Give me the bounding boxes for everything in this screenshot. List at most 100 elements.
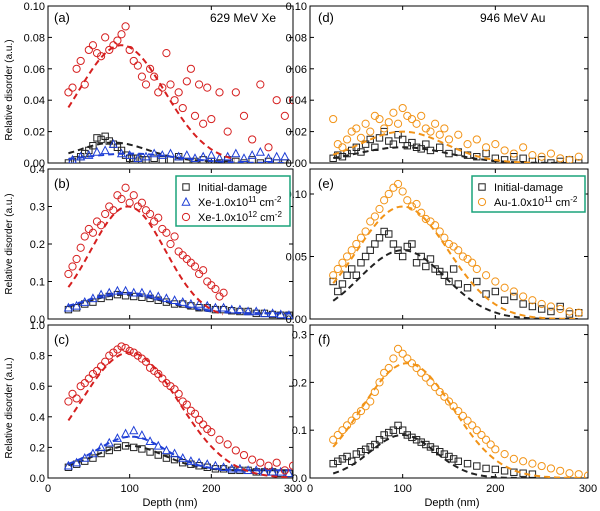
y-tick-label: 0.02 xyxy=(286,127,307,139)
data-point-au xyxy=(565,155,574,163)
data-point-initial xyxy=(412,436,421,444)
legend-entry-text: Initial-damage xyxy=(198,182,267,194)
data-point-initial xyxy=(422,140,430,148)
data-point-xe11 xyxy=(227,463,237,473)
data-point-xe12 xyxy=(288,461,293,470)
y-tick-label: 0.6 xyxy=(30,381,45,393)
plot-frame xyxy=(309,5,589,164)
data-point-initial xyxy=(510,153,518,161)
data-point-xe12 xyxy=(166,239,175,249)
data-point-initial xyxy=(89,454,97,462)
data-point-xe11 xyxy=(272,151,282,161)
data-point-au xyxy=(398,187,407,196)
fit-curve-au xyxy=(332,130,531,163)
data-point-xe11 xyxy=(186,456,196,465)
legend-marker xyxy=(478,183,486,191)
data-point-xe12 xyxy=(133,61,142,70)
y-tick-label: 0.06 xyxy=(286,64,307,76)
data-point-au xyxy=(356,406,366,416)
data-point-xe12 xyxy=(207,428,216,437)
data-point-initial xyxy=(491,154,500,162)
data-point-au xyxy=(458,252,467,261)
data-point-xe11 xyxy=(251,306,261,316)
data-point-xe11 xyxy=(161,293,172,303)
data-point-xe11 xyxy=(80,453,90,462)
data-point-initial xyxy=(215,159,224,163)
data-point-initial xyxy=(240,159,248,163)
data-point-au xyxy=(574,308,583,317)
data-point-au xyxy=(342,252,352,261)
data-point-xe12 xyxy=(121,22,130,31)
data-point-xe11 xyxy=(161,445,172,455)
data-point-xe11 xyxy=(284,310,293,319)
data-point-xe11 xyxy=(280,151,290,161)
data-point-initial xyxy=(195,304,203,312)
data-point-xe11 xyxy=(120,285,131,295)
data-point-xe12 xyxy=(154,369,163,379)
data-point-au xyxy=(403,196,412,205)
data-point-xe11 xyxy=(63,460,74,470)
data-point-xe12 xyxy=(288,96,293,105)
data-point-xe12 xyxy=(113,36,122,45)
data-point-au xyxy=(333,430,342,440)
data-point-xe11 xyxy=(76,151,86,161)
data-point-initial xyxy=(248,156,256,163)
data-point-xe12 xyxy=(182,77,191,86)
data-point-initial xyxy=(473,277,481,286)
data-point-xe11 xyxy=(157,150,167,159)
data-point-xe12 xyxy=(223,127,232,136)
data-point-initial xyxy=(338,455,347,463)
data-point-au xyxy=(338,426,347,435)
data-point-xe12 xyxy=(190,409,200,418)
data-point-au xyxy=(412,119,421,128)
data-point-xe11 xyxy=(186,298,196,308)
data-point-xe12 xyxy=(129,191,138,200)
fit-curve-au xyxy=(332,205,578,319)
data-point-au xyxy=(407,114,417,124)
data-point-au xyxy=(481,143,491,152)
data-point-xe12 xyxy=(88,228,98,237)
panel-f: 0.0 0.1 0.2 0.3 0 100 200 300 xyxy=(292,324,597,495)
data-point-xe12 xyxy=(256,458,265,467)
data-point-au xyxy=(417,368,426,377)
data-point-au xyxy=(472,264,481,274)
data-point-xe11 xyxy=(182,150,192,159)
data-point-xe12 xyxy=(150,366,159,375)
data-point-xe11 xyxy=(68,154,77,163)
y-tick-label: 0.00 xyxy=(286,314,307,326)
x-tick-label: 0 xyxy=(45,483,51,495)
data-point-xe11 xyxy=(267,466,278,476)
data-point-initial xyxy=(491,465,500,474)
data-point-xe11 xyxy=(202,459,212,468)
data-point-au xyxy=(352,411,361,420)
data-point-xe12 xyxy=(121,183,130,192)
data-point-xe12 xyxy=(256,80,265,89)
data-point-initial xyxy=(408,433,416,442)
panel-e: 0.00 0.05 0.10 xyxy=(286,168,589,326)
data-point-au xyxy=(477,430,486,440)
data-point-au xyxy=(342,135,352,144)
data-point-au xyxy=(565,469,574,478)
data-point-xe11 xyxy=(206,150,216,159)
data-point-au xyxy=(407,202,417,211)
data-point-xe11 xyxy=(194,298,204,308)
data-point-initial xyxy=(338,280,347,288)
data-point-initial xyxy=(348,265,356,273)
data-point-au xyxy=(421,214,430,224)
y-tick-label: 0.2 xyxy=(30,442,45,454)
data-point-au xyxy=(574,152,583,161)
data-point-xe12 xyxy=(231,88,240,97)
data-point-au xyxy=(500,283,509,292)
data-point-initial xyxy=(385,230,393,238)
y-tick-label: 0.08 xyxy=(24,32,45,44)
data-point-au xyxy=(329,271,338,280)
data-point-initial xyxy=(436,267,444,276)
data-point-au xyxy=(528,296,537,305)
data-point-xe12 xyxy=(121,343,130,353)
y-tick-label: 0.10 xyxy=(24,1,45,13)
data-point-initial xyxy=(431,445,439,454)
data-point-initial xyxy=(575,159,583,163)
data-point-initial xyxy=(398,135,407,144)
data-point-xe12 xyxy=(145,363,155,372)
